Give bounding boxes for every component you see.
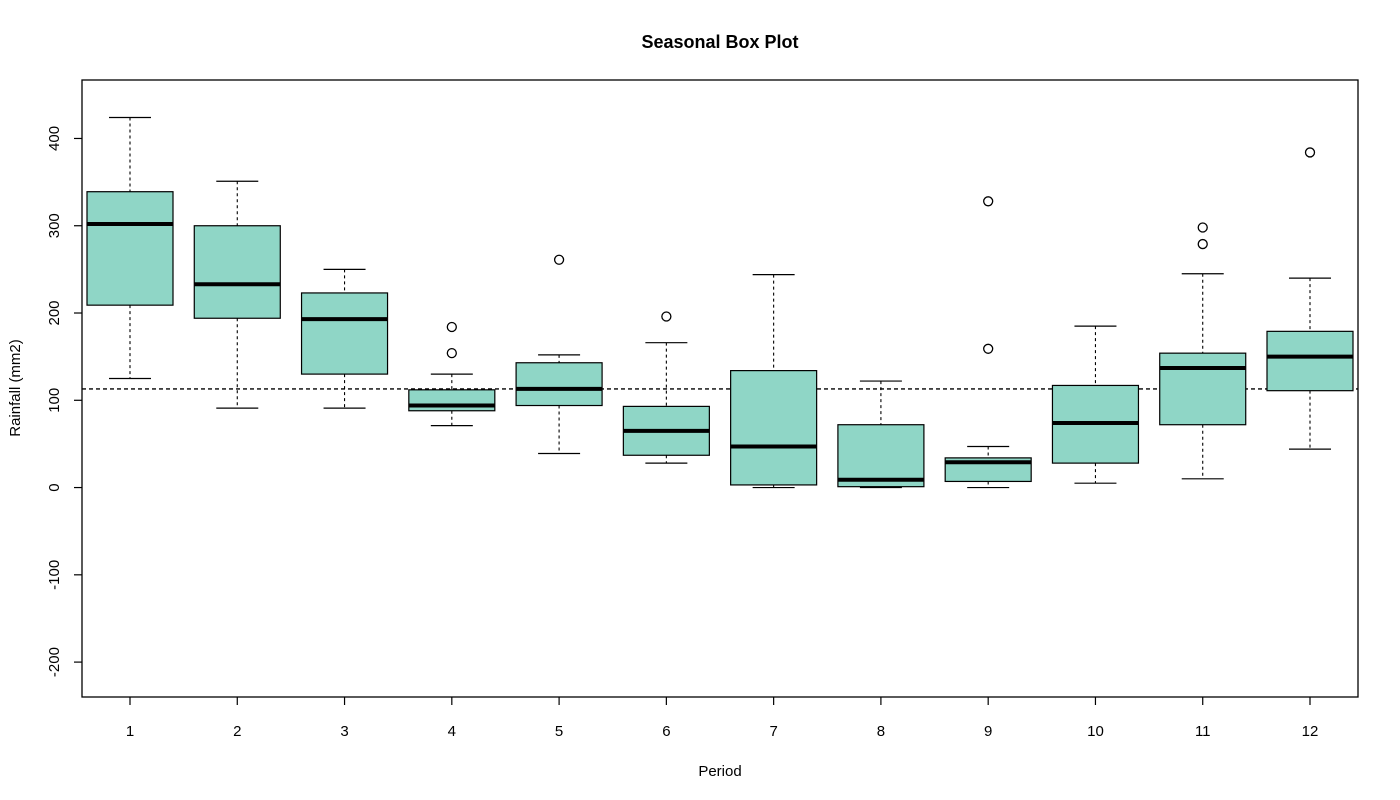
y-tick-label: 100	[46, 388, 63, 413]
box-iqr	[837, 424, 925, 488]
box-period-3	[300, 268, 389, 409]
y-tick-label: 300	[46, 213, 63, 238]
x-tick-label: 12	[1302, 723, 1319, 740]
box-period-7	[730, 274, 818, 489]
box-iqr	[1266, 330, 1354, 392]
outlier-point	[983, 196, 994, 207]
box-period-11	[1159, 222, 1247, 480]
x-tick-label: 11	[1195, 723, 1211, 740]
y-tick-label: -200	[46, 647, 63, 677]
x-axis: 1 2 3 4 5 6 7 8 9 10 11 12	[126, 697, 1319, 740]
box-iqr	[86, 191, 174, 306]
x-tick-label: 8	[877, 723, 885, 740]
y-axis-label: Rainfall (mm2)	[7, 339, 24, 437]
box-period-6	[622, 311, 710, 464]
box-period-4	[408, 321, 496, 427]
x-tick-label: 3	[340, 723, 348, 740]
box-iqr	[1159, 352, 1247, 426]
outlier-point	[661, 311, 672, 322]
box-iqr	[300, 292, 389, 375]
box-period-8	[837, 380, 925, 489]
outlier-point	[1304, 147, 1316, 158]
chart-title: Seasonal Box Plot	[641, 32, 798, 52]
box-period-9	[944, 196, 1032, 489]
outlier-point	[446, 348, 457, 359]
box-iqr	[730, 370, 818, 486]
outlier-point	[1197, 238, 1208, 250]
x-tick-label: 6	[662, 723, 670, 740]
x-tick-label: 5	[555, 723, 563, 740]
box-period-2	[193, 180, 281, 409]
box-period-12	[1266, 147, 1354, 450]
outlier-point	[1197, 222, 1208, 233]
outlier-point	[983, 343, 994, 354]
box-iqr	[408, 389, 496, 412]
x-tick-label: 7	[769, 723, 777, 740]
box-iqr	[515, 362, 603, 407]
boxes-group	[86, 116, 1354, 489]
x-axis-label: Period	[698, 763, 741, 780]
x-tick-label: 4	[448, 723, 456, 740]
box-period-1	[86, 116, 174, 380]
y-tick-label: -100	[46, 560, 63, 590]
x-tick-label: 2	[233, 723, 241, 740]
y-tick-label: 0	[46, 483, 63, 491]
y-tick-label: 200	[46, 300, 63, 325]
box-period-5	[515, 254, 603, 455]
y-tick-label: 400	[46, 126, 63, 151]
outlier-point	[446, 321, 457, 333]
box-iqr	[193, 225, 281, 319]
x-tick-label: 10	[1087, 723, 1104, 740]
x-tick-label: 1	[126, 723, 134, 740]
y-axis: -200 -100 0 100 200 300 400	[46, 126, 82, 677]
box-period-10	[1051, 325, 1140, 484]
outlier-point	[553, 254, 565, 265]
x-tick-label: 9	[984, 723, 992, 740]
